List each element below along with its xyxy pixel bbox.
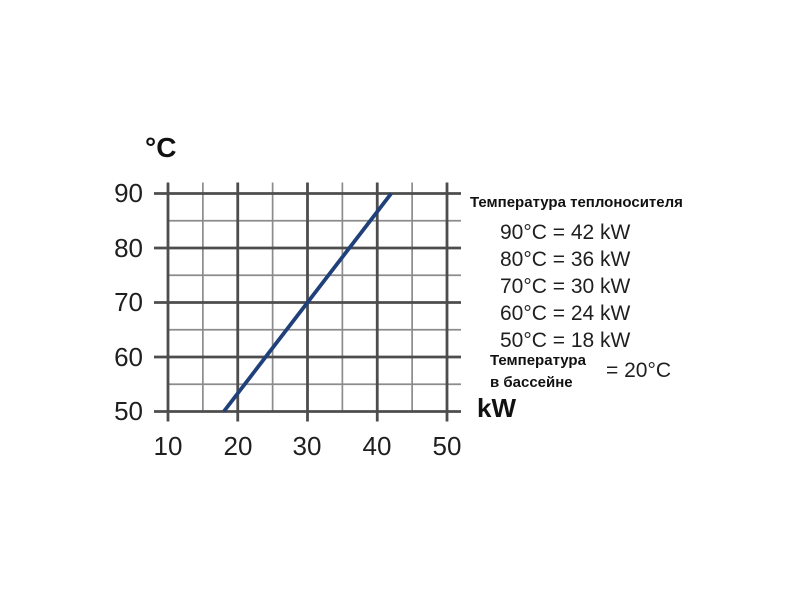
legend-value-line: 90°C = 42 kW bbox=[500, 221, 631, 244]
legend-title: Температура теплоносителя bbox=[470, 194, 683, 211]
pool-temperature-label-line1: Температура bbox=[490, 352, 586, 369]
legend-value-line: 80°C = 36 kW bbox=[500, 248, 631, 271]
legend-value-line: 50°C = 18 kW bbox=[500, 329, 631, 352]
pool-temperature-label: Температура в бассейне bbox=[490, 350, 586, 394]
pool-temperature-label-line2: в бассейне bbox=[490, 374, 573, 391]
y-tick-label: 70 bbox=[114, 287, 143, 317]
y-axis-unit-label: °C bbox=[145, 132, 177, 163]
pool-temperature-value: = 20°C bbox=[606, 359, 672, 382]
legend-value-list: 90°C = 42 kW 80°C = 36 kW 70°C = 30 kW 6… bbox=[500, 219, 630, 354]
legend-value-line: 70°C = 30 kW bbox=[500, 275, 631, 298]
x-tick-label: 50 bbox=[432, 431, 462, 461]
y-tick-label: 80 bbox=[114, 233, 143, 263]
x-tick-label: 40 bbox=[362, 431, 392, 461]
legend-value-line: 60°C = 24 kW bbox=[500, 302, 631, 325]
x-tick-label: 20 bbox=[223, 431, 253, 461]
y-tick-label: 60 bbox=[114, 342, 143, 372]
y-tick-label: 90 bbox=[114, 178, 143, 208]
y-tick-label: 50 bbox=[114, 396, 143, 426]
x-tick-label: 10 bbox=[153, 431, 183, 461]
x-tick-label: 30 bbox=[292, 431, 322, 461]
x-axis-unit-label: kW bbox=[477, 393, 516, 423]
heater-output-line bbox=[222, 192, 393, 413]
